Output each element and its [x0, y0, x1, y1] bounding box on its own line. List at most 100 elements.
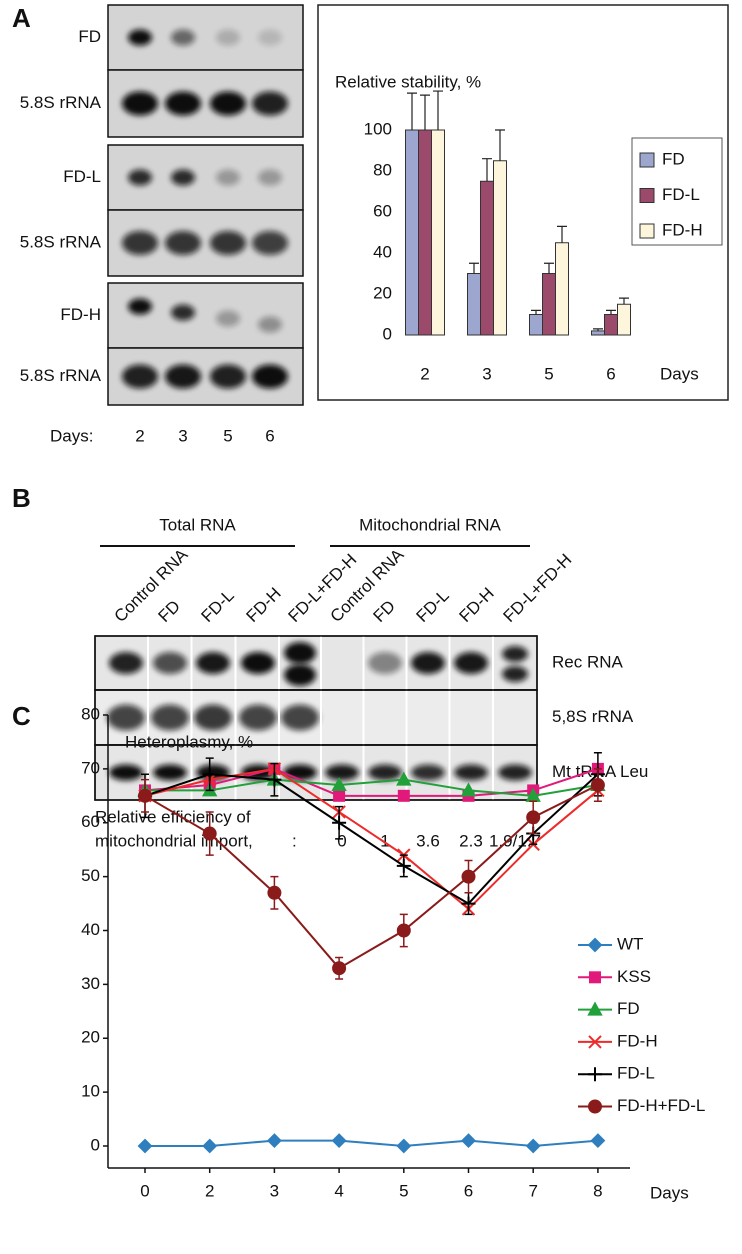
bar	[591, 330, 605, 336]
y-tick-label: 20	[373, 283, 392, 302]
y-tick-label: 40	[373, 242, 392, 261]
band	[151, 704, 189, 731]
band	[411, 764, 445, 781]
point	[202, 1138, 218, 1154]
x-tick-label: 2	[420, 364, 429, 383]
point	[138, 788, 152, 803]
y-tick-label: 50	[81, 866, 100, 885]
legend-label: KSS	[617, 967, 651, 986]
legend-marker	[588, 1099, 602, 1114]
legend-label: FD-L	[617, 1064, 655, 1083]
bar	[493, 160, 507, 336]
band	[502, 666, 528, 682]
band	[325, 764, 359, 781]
legend-swatch	[639, 188, 655, 203]
band	[454, 764, 488, 781]
band	[210, 91, 246, 116]
lane-label: Control RNA	[327, 545, 408, 626]
band	[210, 364, 246, 389]
legend-label: FD-H	[617, 1031, 658, 1050]
band	[122, 91, 158, 116]
band	[128, 29, 152, 46]
band	[216, 29, 240, 46]
chart-title: Relative stability, %	[335, 72, 481, 91]
band	[165, 231, 201, 255]
x-tick-label: 3	[482, 364, 491, 383]
band	[153, 764, 187, 781]
point	[202, 767, 217, 782]
legend-label: FD	[617, 999, 640, 1018]
point	[526, 810, 541, 825]
error-bar	[593, 328, 603, 331]
lane-label: 5	[223, 426, 232, 445]
efficiency-colon: :	[292, 831, 297, 850]
band	[239, 704, 277, 731]
blot-label: FD-L	[63, 167, 101, 186]
lane-label: FD-L	[198, 586, 238, 626]
series-line	[144, 784, 599, 970]
lane-label: FD-L	[413, 586, 453, 626]
y-tick-label: 60	[81, 812, 100, 831]
band	[252, 91, 288, 116]
band	[171, 29, 195, 46]
point	[396, 771, 412, 786]
chart-title: Heteroplasmy, %	[125, 732, 253, 751]
bar	[617, 303, 631, 336]
blot-label: 5.8S rRNA	[20, 366, 102, 385]
point	[137, 1138, 153, 1154]
y-tick-label: 80	[81, 704, 100, 723]
error-bar	[544, 262, 554, 274]
blot-border	[94, 744, 538, 801]
row-label: 5,8S rRNA	[552, 707, 634, 726]
bar	[467, 273, 481, 336]
lane-label: FD	[155, 597, 184, 626]
band	[252, 364, 288, 389]
days-label: Days:	[50, 426, 93, 445]
point	[266, 1133, 282, 1149]
band	[216, 310, 240, 327]
lane-label: 2	[135, 426, 144, 445]
band	[498, 764, 532, 781]
x-tick-label: 0	[140, 1181, 149, 1200]
panel-label: C	[12, 701, 31, 731]
x-tick-label: 3	[270, 1181, 279, 1200]
band	[368, 764, 402, 781]
bar	[418, 129, 432, 336]
y-tick-label: 10	[81, 1082, 100, 1101]
error-bar	[531, 309, 541, 315]
point	[267, 772, 282, 787]
blot-label: 5.8S rRNA	[20, 93, 102, 112]
band	[109, 652, 143, 674]
point	[396, 1138, 412, 1154]
x-tick-label: 7	[528, 1181, 537, 1200]
efficiency-label: Relative efficiency of	[95, 807, 251, 826]
band	[241, 652, 275, 674]
y-tick-label: 70	[81, 758, 100, 777]
y-tick-label: 30	[81, 974, 100, 993]
error-bar	[420, 94, 430, 130]
efficiency-value: 0	[337, 831, 346, 850]
band	[368, 652, 402, 674]
legend-label: FD	[662, 149, 685, 168]
legend-marker	[588, 1035, 602, 1049]
legend-label: FD-H	[662, 220, 703, 239]
legend-marker	[587, 937, 603, 953]
legend-swatch	[639, 223, 655, 239]
series-line	[145, 1139, 598, 1148]
bar	[431, 129, 445, 336]
band	[109, 764, 143, 781]
blot-label: 5.8S rRNA	[20, 232, 102, 251]
lane-label: 3	[178, 426, 187, 445]
y-tick-label: 0	[383, 324, 392, 343]
series-line	[144, 767, 599, 911]
band	[165, 91, 201, 116]
series-line	[144, 767, 599, 797]
blot-label: FD-H	[60, 305, 101, 324]
band	[165, 364, 201, 389]
bar	[405, 129, 419, 336]
point	[590, 778, 605, 793]
point	[590, 1133, 606, 1149]
panel-label: A	[12, 3, 31, 33]
bar	[542, 273, 556, 336]
x-tick-label: 6	[464, 1181, 473, 1200]
